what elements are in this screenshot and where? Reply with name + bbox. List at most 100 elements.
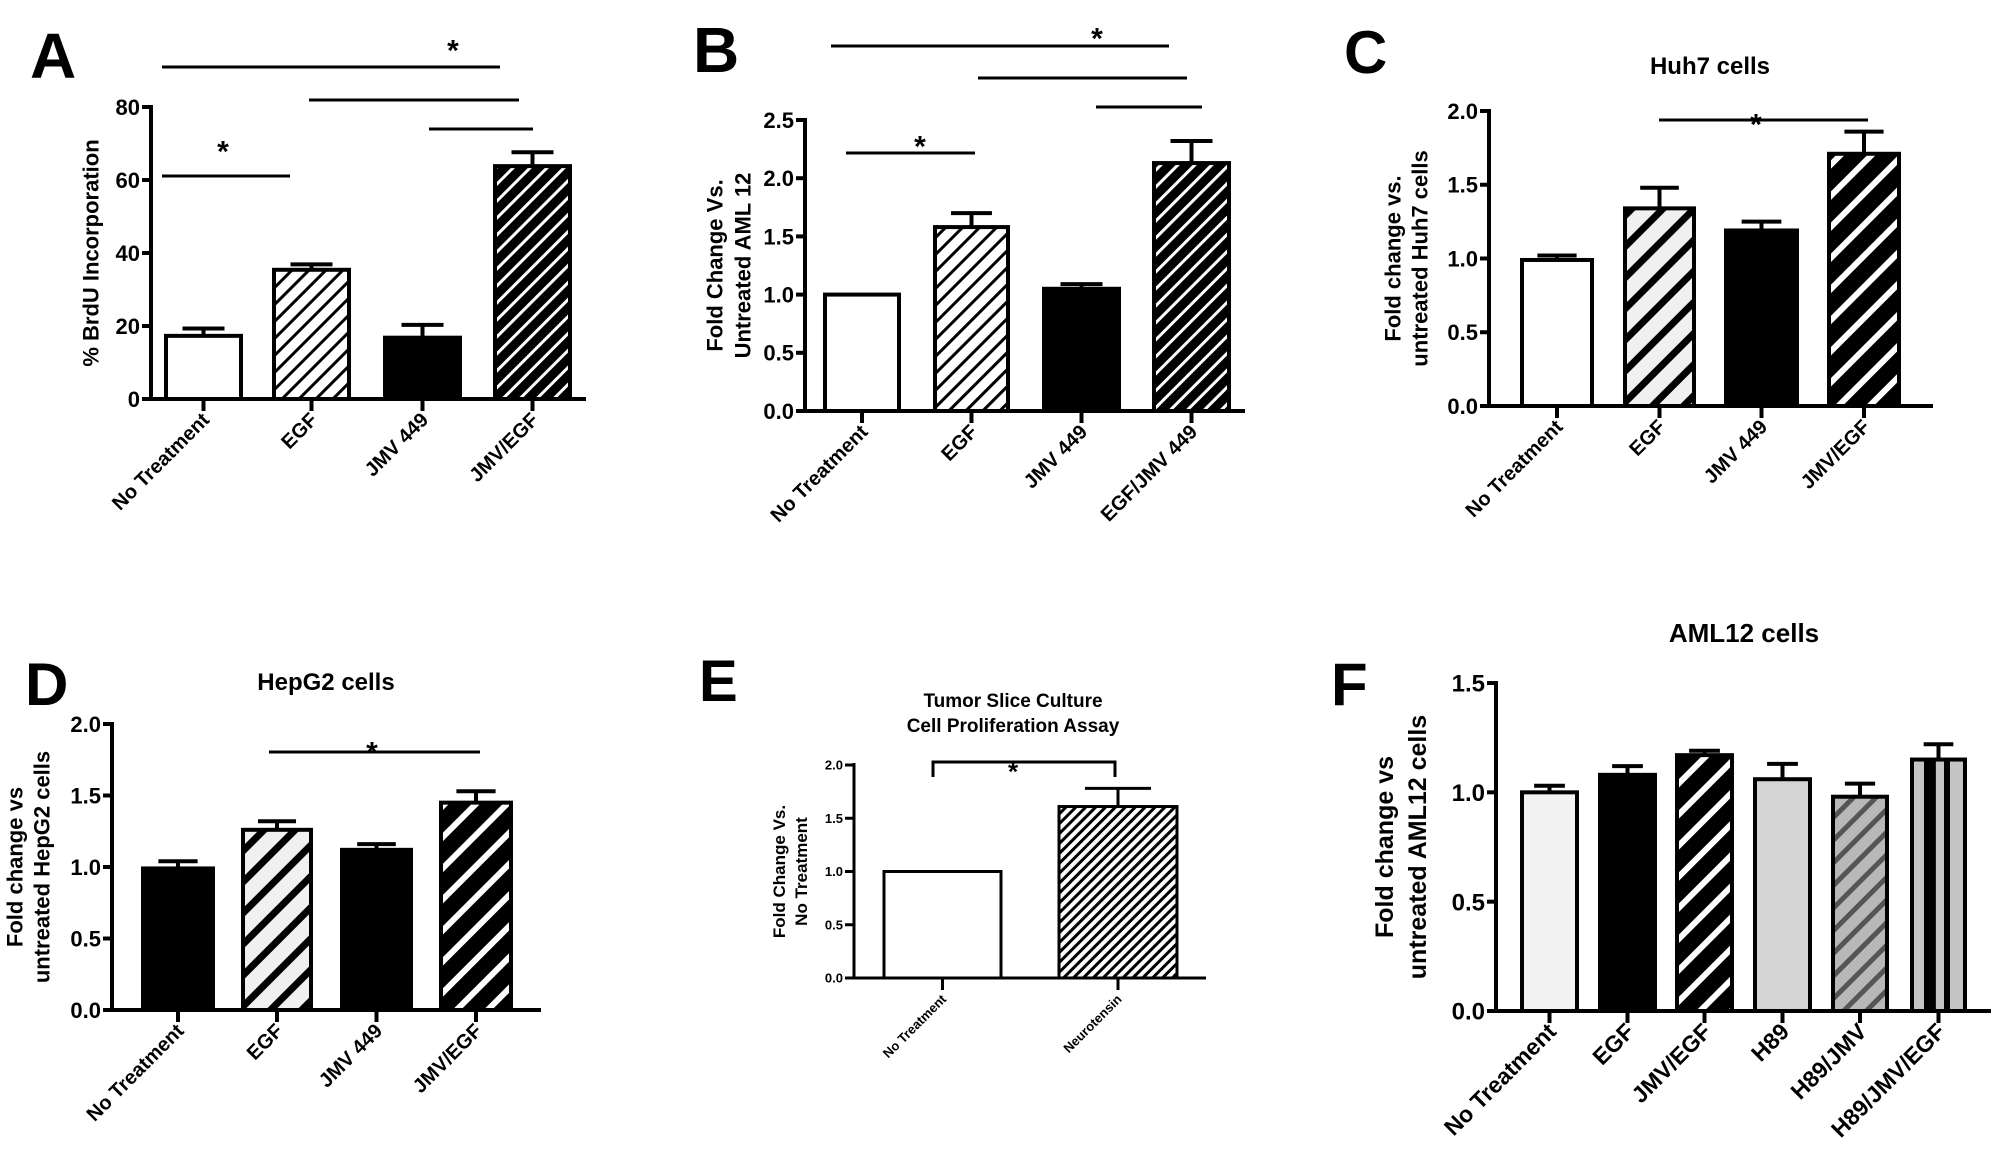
panel-label: B	[693, 14, 739, 86]
bar	[1724, 228, 1799, 408]
bar	[1598, 772, 1657, 1014]
y-axis-label: Untreated AML 12	[731, 173, 756, 359]
bar	[823, 292, 901, 414]
panel-d: D HepG2 cells Fold change vs untreated HepG…	[3, 651, 541, 1126]
significance-star: *	[1091, 23, 1103, 56]
y-tick-label: 0.0	[1452, 999, 1485, 1026]
x-tick-label: JMV/EGF	[465, 409, 543, 487]
significance-bracket	[931, 760, 1117, 777]
panel-label: A	[30, 20, 76, 92]
y-axis-label: untreated AML12 cells	[1404, 715, 1432, 979]
significance-star: *	[217, 136, 229, 169]
panel-b: B Fold Change Vs. Untreated AML 12 0.0 0.5 1.…	[693, 14, 1245, 527]
y-axis-label: Fold change vs.	[1381, 175, 1406, 341]
chart-title: Huh7 cells	[1650, 53, 1770, 80]
y-tick-label: 1.5	[825, 811, 843, 826]
significance-star: *	[1750, 109, 1762, 142]
x-tick-label: H89	[1746, 1018, 1794, 1066]
bar	[1042, 286, 1121, 413]
y-tick-label: 0.5	[70, 926, 101, 951]
y-tick-label: 20	[116, 314, 140, 339]
y-tick-label: 1.5	[1447, 173, 1478, 198]
x-tick-label: JMV 449	[1700, 416, 1772, 488]
y-axis-label: % BrdU Incorporation	[79, 139, 104, 366]
y-axis-label: Fold change vs	[1371, 756, 1399, 938]
y-tick-label: 1.5	[1452, 671, 1485, 698]
y-tick-label: 0.5	[1452, 889, 1485, 916]
y-axis-label: Fold Change Vs.	[703, 179, 728, 351]
x-tick-label: No Treatment	[880, 991, 950, 1061]
y-tick-label: 0	[128, 387, 140, 412]
significance-star: *	[447, 35, 459, 68]
bar	[1675, 753, 1734, 1013]
panel-c: C Huh7 cells Fold change vs. untreated Huh7…	[1344, 19, 1933, 522]
bar	[1623, 206, 1696, 408]
x-tick-label: JMV 449	[315, 1020, 387, 1092]
x-tick-label: JMV/EGF	[1797, 416, 1875, 494]
x-tick-label: No Treatment	[1462, 416, 1568, 522]
y-tick-label: 2.0	[763, 166, 794, 191]
significance-star: *	[1008, 756, 1019, 786]
y-tick-label: 0.0	[763, 399, 794, 424]
bar	[882, 870, 1003, 980]
panel-label: F	[1331, 651, 1368, 718]
y-axis-label: untreated HepG2 cells	[30, 751, 55, 983]
x-tick-label: No Treatment	[767, 421, 873, 527]
chart-title: HepG2 cells	[257, 669, 394, 696]
bar	[241, 827, 313, 1012]
y-tick-label: 60	[116, 168, 140, 193]
x-tick-label: EGF	[1625, 416, 1670, 461]
chart-title: Tumor Slice Culture	[923, 691, 1102, 712]
y-tick-label: 0.5	[1447, 320, 1478, 345]
bar	[933, 225, 1010, 413]
significance-star: *	[366, 737, 378, 770]
y-tick-label: 0.5	[825, 917, 843, 932]
x-tick-label: EGF	[937, 421, 982, 466]
bar	[1057, 805, 1179, 980]
x-tick-label: JMV/EGF	[1626, 1018, 1716, 1108]
x-tick-label: JMV 449	[1020, 421, 1092, 493]
y-tick-label: 1.5	[70, 783, 101, 808]
bar	[1152, 161, 1231, 413]
y-tick-label: 1.0	[763, 283, 794, 308]
x-tick-label: EGF/JMV 449	[1097, 421, 1202, 526]
y-tick-label: 1.0	[825, 864, 843, 879]
bar	[383, 335, 462, 401]
y-tick-label: 80	[116, 95, 140, 120]
x-tick-label: EGF	[277, 409, 322, 454]
y-tick-label: 2.0	[825, 758, 843, 773]
y-tick-label: 0.0	[70, 998, 101, 1023]
bar	[1831, 794, 1889, 1013]
bar	[141, 866, 215, 1012]
x-tick-label: EGF	[1587, 1018, 1639, 1070]
y-tick-label: 2.0	[1447, 99, 1478, 124]
panel-label: D	[25, 651, 68, 718]
y-tick-label: 40	[116, 241, 140, 266]
y-tick-label: 0.0	[1447, 394, 1478, 419]
y-tick-label: 0.0	[825, 971, 843, 986]
chart-title: Cell Proliferation Assay	[907, 716, 1120, 737]
y-tick-label: 1.5	[763, 224, 794, 249]
y-tick-label: 1.0	[1452, 780, 1485, 807]
y-tick-label: 2.5	[763, 108, 794, 133]
x-tick-label: Neurotensin	[1060, 991, 1124, 1055]
bar	[1753, 777, 1812, 1013]
y-axis-label: No Treatment	[792, 817, 811, 926]
bar	[1520, 790, 1579, 1013]
panel-e: E Tumor Slice Culture Cell Proliferation A…	[699, 649, 1206, 1061]
x-tick-label: No Treatment	[83, 1020, 189, 1126]
significance-star: *	[914, 131, 926, 164]
panel-a: A % BrdU Incorporation 0 20 40 60 80 No Treatme…	[30, 20, 586, 515]
y-axis-label: Fold Change Vs.	[770, 805, 789, 938]
y-tick-label: 2.0	[70, 712, 101, 737]
x-tick-label: No Treatment	[108, 409, 214, 515]
y-axis-label: Fold change vs	[3, 787, 28, 947]
y-tick-label: 1.0	[1447, 246, 1478, 271]
y-tick-label: 1.0	[70, 855, 101, 880]
bar	[1520, 257, 1594, 408]
bar-stripe	[1927, 759, 1936, 1011]
x-tick-label: EGF	[243, 1020, 288, 1065]
bar	[1827, 151, 1901, 408]
chart-title: AML12 cells	[1669, 618, 1819, 648]
x-tick-label: No Treatment	[1439, 1018, 1562, 1141]
